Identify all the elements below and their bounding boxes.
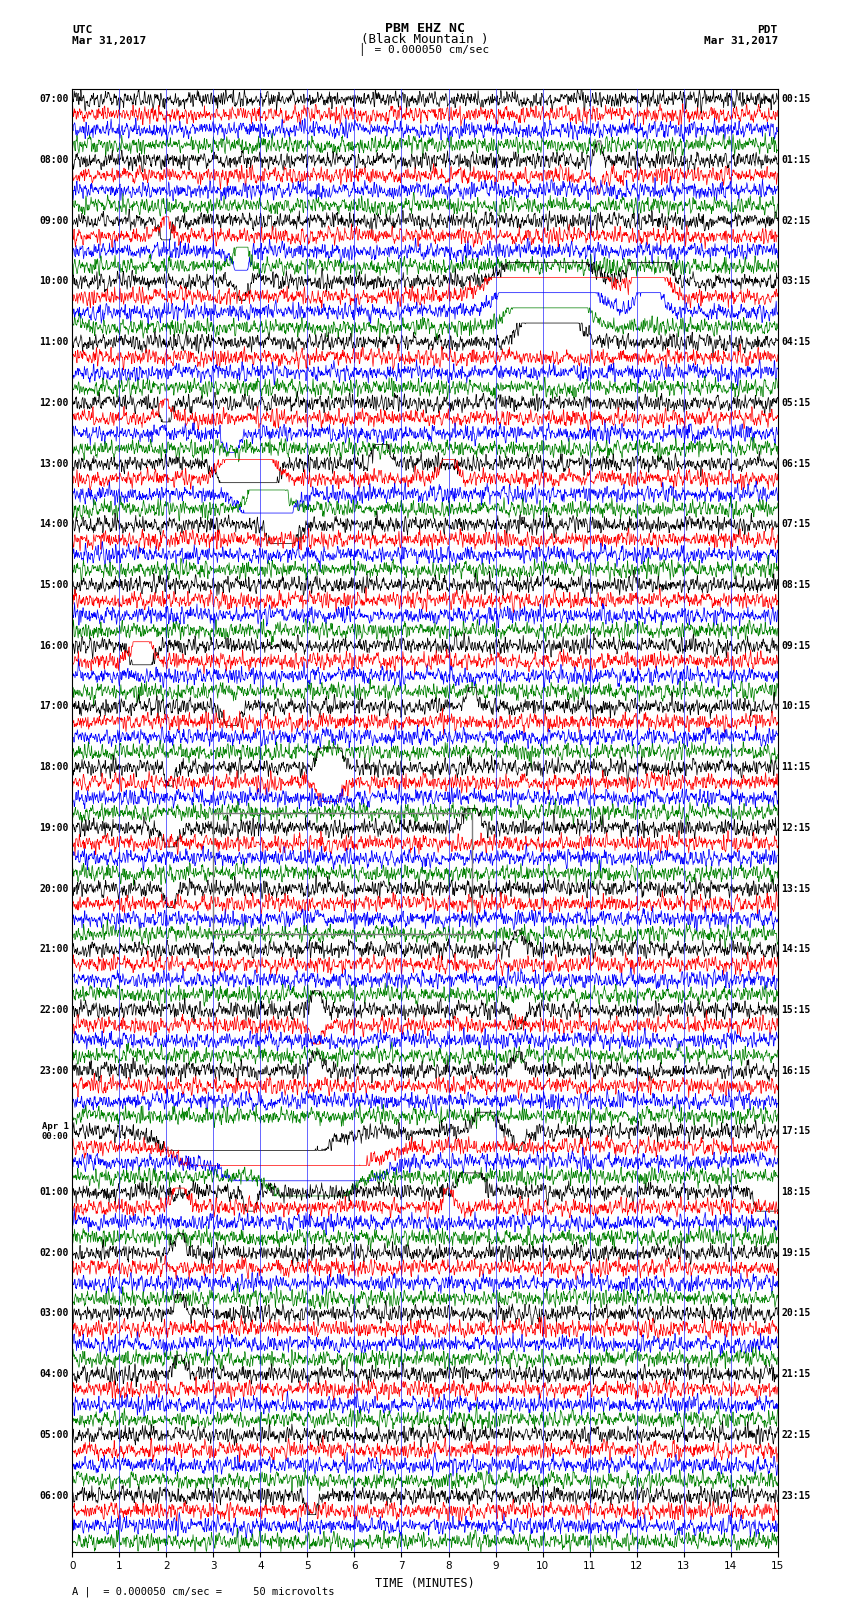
Text: 12:15: 12:15 (781, 823, 811, 832)
Text: 10:00: 10:00 (39, 276, 69, 287)
X-axis label: TIME (MINUTES): TIME (MINUTES) (375, 1578, 475, 1590)
Text: 02:00: 02:00 (39, 1248, 69, 1258)
Text: 12:00: 12:00 (39, 398, 69, 408)
Text: 18:00: 18:00 (39, 761, 69, 773)
Text: 17:15: 17:15 (781, 1126, 811, 1136)
Text: 23:15: 23:15 (781, 1490, 811, 1500)
Text: PDT: PDT (757, 24, 778, 35)
Text: 05:15: 05:15 (781, 398, 811, 408)
Text: 03:00: 03:00 (39, 1308, 69, 1318)
Text: 09:15: 09:15 (781, 640, 811, 650)
Text: 11:00: 11:00 (39, 337, 69, 347)
Text: 14:15: 14:15 (781, 944, 811, 955)
Text: 19:15: 19:15 (781, 1248, 811, 1258)
Text: 20:15: 20:15 (781, 1308, 811, 1318)
Text: 15:00: 15:00 (39, 581, 69, 590)
Text: 15:15: 15:15 (781, 1005, 811, 1015)
Text: ▏ = 0.000050 cm/sec: ▏ = 0.000050 cm/sec (361, 44, 489, 56)
Text: PBM EHZ NC: PBM EHZ NC (385, 21, 465, 35)
Text: 21:00: 21:00 (39, 944, 69, 955)
Text: 16:15: 16:15 (781, 1066, 811, 1076)
Text: 16:00: 16:00 (39, 640, 69, 650)
Text: 07:15: 07:15 (781, 519, 811, 529)
Text: 18:15: 18:15 (781, 1187, 811, 1197)
Text: 20:00: 20:00 (39, 884, 69, 894)
Text: Mar 31,2017: Mar 31,2017 (72, 35, 146, 45)
Text: (Black Mountain ): (Black Mountain ) (361, 32, 489, 45)
Text: 22:00: 22:00 (39, 1005, 69, 1015)
Text: 14:00: 14:00 (39, 519, 69, 529)
Text: 04:15: 04:15 (781, 337, 811, 347)
Text: 06:15: 06:15 (781, 458, 811, 468)
Text: 08:00: 08:00 (39, 155, 69, 165)
Text: 09:00: 09:00 (39, 216, 69, 226)
Text: 06:00: 06:00 (39, 1490, 69, 1500)
Text: 21:15: 21:15 (781, 1369, 811, 1379)
Text: 00:15: 00:15 (781, 94, 811, 105)
Text: 19:00: 19:00 (39, 823, 69, 832)
Text: Mar 31,2017: Mar 31,2017 (704, 35, 778, 45)
Text: 03:15: 03:15 (781, 276, 811, 287)
Text: 08:15: 08:15 (781, 581, 811, 590)
Text: 04:00: 04:00 (39, 1369, 69, 1379)
Text: 10:15: 10:15 (781, 702, 811, 711)
Text: A |  = 0.000050 cm/sec =     50 microvolts: A | = 0.000050 cm/sec = 50 microvolts (72, 1586, 335, 1597)
Text: 05:00: 05:00 (39, 1429, 69, 1440)
Text: 01:15: 01:15 (781, 155, 811, 165)
Text: 11:15: 11:15 (781, 761, 811, 773)
Text: UTC: UTC (72, 24, 93, 35)
Text: 22:15: 22:15 (781, 1429, 811, 1440)
Bar (213, 813, 472, 934)
Text: 02:15: 02:15 (781, 216, 811, 226)
Text: 07:00: 07:00 (39, 94, 69, 105)
Text: Apr 1
00:00: Apr 1 00:00 (42, 1121, 69, 1140)
Text: 13:00: 13:00 (39, 458, 69, 468)
Text: 17:00: 17:00 (39, 702, 69, 711)
Text: 13:15: 13:15 (781, 884, 811, 894)
Text: 01:00: 01:00 (39, 1187, 69, 1197)
Text: 23:00: 23:00 (39, 1066, 69, 1076)
